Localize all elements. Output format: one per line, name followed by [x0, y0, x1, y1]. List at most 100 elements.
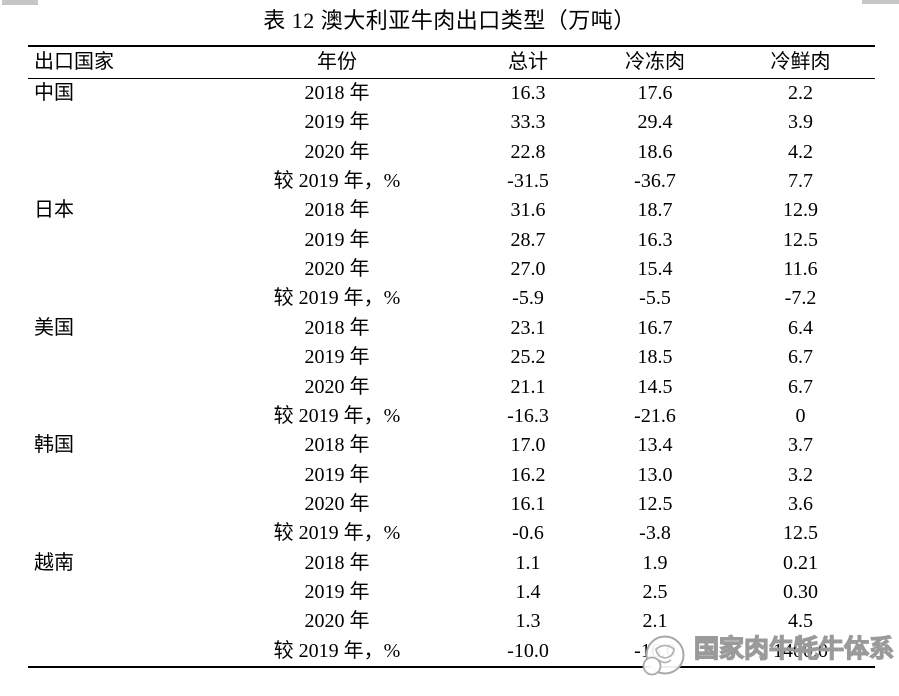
cell-total: 16.2 — [510, 463, 546, 486]
cell-year: 较 2019 年，% — [273, 639, 401, 662]
cell-frozen: 17.6 — [637, 82, 673, 104]
cell-total: 22.8 — [510, 140, 546, 163]
table-row: 2020 年 1.3 2.1 4.5 — [0, 607, 899, 636]
cell-total: 23.1 — [510, 316, 546, 339]
cell-frozen: 18.5 — [637, 346, 673, 369]
table-row: 2020 年 16.1 12.5 3.6 — [0, 490, 899, 519]
cell-year: 2020 年 — [304, 258, 370, 281]
cell-frozen: 16.7 — [637, 316, 673, 339]
table-row: 日本 2018 年 31.6 18.7 12.9 — [0, 196, 899, 225]
column-header-frozen: 冷冻肉 — [625, 51, 685, 73]
cell-total: -10.0 — [507, 639, 549, 662]
cell-country: 中国 — [34, 82, 74, 104]
table-top-border — [28, 45, 875, 47]
cell-frozen: -3.8 — [639, 522, 671, 545]
table-row: 韩国 2018 年 17.0 13.4 3.7 — [0, 431, 899, 460]
cell-total: 27.0 — [510, 258, 546, 281]
table-row: 2020 年 22.8 18.6 4.2 — [0, 138, 899, 167]
table-row: 美国 2018 年 23.1 16.7 6.4 — [0, 314, 899, 343]
cell-total: 31.6 — [510, 199, 546, 222]
cell-fresh: 4.2 — [788, 140, 813, 163]
cell-year: 较 2019 年，% — [273, 522, 401, 545]
cell-frozen: 12.5 — [637, 492, 673, 515]
cell-year: 2018 年 — [304, 434, 370, 457]
cell-fresh: 11.6 — [783, 258, 818, 281]
cell-country: 美国 — [34, 316, 74, 339]
cell-year: 2018 年 — [304, 82, 370, 104]
cell-year: 2018 年 — [304, 316, 370, 339]
cell-fresh: 12.5 — [783, 522, 818, 545]
cell-year: 2019 年 — [304, 463, 370, 486]
cell-fresh: 3.9 — [788, 111, 813, 134]
cell-total: 1.4 — [515, 580, 541, 603]
cell-total: 16.1 — [510, 492, 546, 515]
table-header-underline — [28, 78, 875, 80]
cell-total: 21.1 — [510, 375, 546, 398]
cell-frozen: 2.5 — [642, 580, 668, 603]
watermark: 国家肉牛牦牛体系 — [640, 632, 899, 678]
table-row: 2020 年 21.1 14.5 6.7 — [0, 373, 899, 402]
cell-fresh: 2.2 — [788, 82, 813, 104]
cell-frozen: -21.6 — [634, 404, 676, 427]
cell-fresh: 4.5 — [788, 610, 813, 633]
table-row: 2019 年 1.4 2.5 0.30 — [0, 578, 899, 607]
cell-frozen: 18.7 — [637, 199, 673, 222]
cell-fresh: 0.21 — [783, 551, 818, 574]
cell-year: 2018 年 — [304, 199, 370, 222]
cell-total: 1.1 — [515, 551, 541, 574]
column-header-total: 总计 — [508, 51, 548, 73]
table-row: 2020 年 27.0 15.4 11.6 — [0, 255, 899, 284]
cell-year: 2018 年 — [304, 551, 370, 574]
table-row: 较 2019 年，% -16.3 -21.6 0 — [0, 402, 899, 431]
cell-year: 2020 年 — [304, 610, 370, 633]
cell-total: 33.3 — [510, 111, 546, 134]
table-title: 表 12 澳大利亚牛肉出口类型（万吨） — [263, 8, 636, 33]
cell-fresh: 6.7 — [788, 375, 813, 398]
scrollbar-fragment-right — [862, 0, 899, 4]
cell-year: 2020 年 — [304, 492, 370, 515]
cattle-logo-icon — [642, 635, 685, 676]
cell-fresh: 3.6 — [788, 492, 813, 515]
cell-total: 25.2 — [510, 346, 546, 369]
cell-year: 2019 年 — [304, 228, 370, 251]
cell-year: 2020 年 — [304, 375, 370, 398]
cell-frozen: 13.0 — [637, 463, 673, 486]
table-header-row: 出口国家 年份 总计 冷冻肉 冷鲜肉 — [0, 47, 899, 78]
cell-frozen: 14.5 — [637, 375, 673, 398]
cell-fresh: -7.2 — [784, 287, 817, 310]
cell-frozen: -5.5 — [639, 287, 671, 310]
cell-frozen: 13.4 — [637, 434, 673, 457]
table-row: 较 2019 年，% -31.5 -36.7 7.7 — [0, 167, 899, 196]
cell-frozen: 1.9 — [642, 551, 668, 574]
cell-year: 2020 年 — [304, 140, 370, 163]
scrollbar-fragment-left — [2, 0, 38, 5]
cell-year: 2019 年 — [304, 111, 370, 134]
column-header-country: 出口国家 — [34, 51, 114, 73]
cell-year: 2019 年 — [304, 346, 370, 369]
table-row: 越南 2018 年 1.1 1.9 0.21 — [0, 549, 899, 578]
cell-frozen: -36.7 — [634, 170, 676, 193]
watermark-text: 国家肉牛牦牛体系 — [693, 635, 895, 663]
cell-year: 较 2019 年，% — [273, 404, 401, 427]
cell-frozen: 29.4 — [637, 111, 673, 134]
cell-total: 16.3 — [510, 82, 546, 104]
cell-fresh: 6.4 — [788, 316, 813, 339]
cell-frozen: 16.3 — [637, 228, 673, 251]
cell-year: 较 2019 年，% — [273, 170, 401, 193]
cell-total: -31.5 — [507, 170, 549, 193]
table-row: 较 2019 年，% -5.9 -5.5 -7.2 — [0, 284, 899, 313]
cell-country: 韩国 — [34, 434, 74, 457]
cell-total: -0.6 — [512, 522, 544, 545]
cell-country: 日本 — [34, 199, 74, 222]
cell-year: 较 2019 年，% — [273, 287, 401, 310]
cell-total: 1.3 — [515, 610, 541, 633]
cell-country: 越南 — [34, 551, 74, 574]
table-row: 2019 年 25.2 18.5 6.7 — [0, 343, 899, 372]
cell-year: 2019 年 — [304, 580, 370, 603]
cell-fresh: 7.7 — [788, 170, 813, 193]
table-row: 2019 年 28.7 16.3 12.5 — [0, 226, 899, 255]
cell-fresh: 1400.0 — [773, 639, 828, 662]
column-header-year: 年份 — [317, 51, 357, 73]
cell-fresh: 6.7 — [788, 346, 813, 369]
